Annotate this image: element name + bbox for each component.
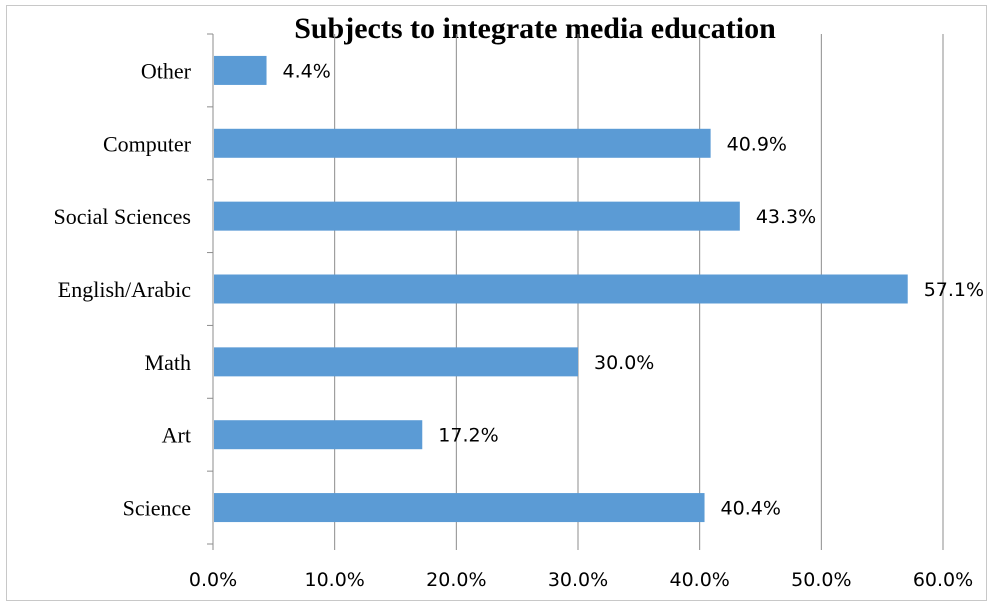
chart-title: Subjects to integrate media education <box>294 12 776 45</box>
category-label: Math <box>145 350 191 375</box>
x-tick-label: 30.0% <box>548 569 608 591</box>
data-label: 17.2% <box>438 425 498 447</box>
data-label: 43.3% <box>756 206 816 228</box>
data-label: 40.9% <box>727 133 787 155</box>
bars <box>214 55 908 523</box>
axes <box>207 33 944 550</box>
bar <box>214 347 578 377</box>
category-label: Art <box>162 423 191 448</box>
category-label: Other <box>141 58 192 83</box>
x-tick-label: 40.0% <box>669 569 729 591</box>
data-label: 40.4% <box>721 498 781 520</box>
category-label: English/Arabic <box>58 277 191 302</box>
category-label: Social Sciences <box>54 204 191 229</box>
x-tick-label: 50.0% <box>791 569 851 591</box>
x-tick-label: 0.0% <box>189 569 237 591</box>
data-label: 57.1% <box>924 279 984 301</box>
category-label: Science <box>123 496 191 521</box>
x-tick-labels: 0.0% 10.0% 20.0% 30.0% 40.0% 50.0% 60.0% <box>189 569 973 591</box>
category-label: Computer <box>103 131 192 156</box>
x-tick-label: 10.0% <box>304 569 364 591</box>
bar <box>214 201 740 231</box>
category-labels: Science Art Math English/Arabic Social Scien… <box>54 58 192 520</box>
data-label: 4.4% <box>283 60 331 82</box>
data-label: 30.0% <box>594 352 654 374</box>
bar <box>214 128 711 158</box>
bar <box>214 493 705 523</box>
data-labels: 40.4% 17.2% 30.0% 57.1% 43.3% 40.9% 4.4% <box>283 60 985 519</box>
bar <box>214 274 908 304</box>
x-tick-label: 20.0% <box>426 569 486 591</box>
bar <box>214 55 267 85</box>
bar <box>214 420 423 450</box>
x-tick-label: 60.0% <box>913 569 973 591</box>
